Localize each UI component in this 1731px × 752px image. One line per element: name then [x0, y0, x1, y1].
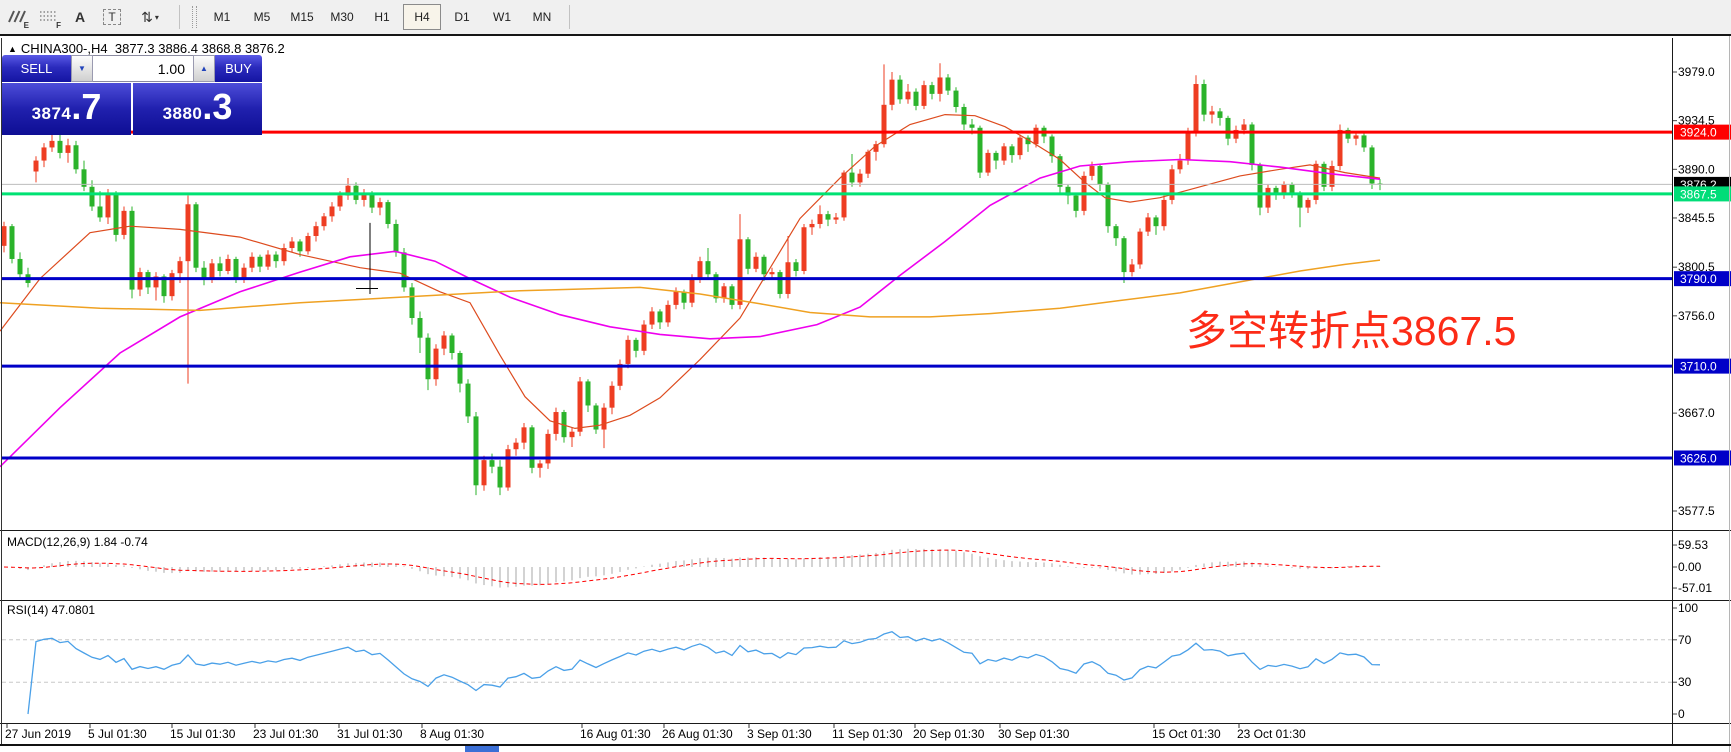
svg-text:3979.0: 3979.0 — [1678, 65, 1715, 79]
chart-title: ▲ CHINA300-,H4 3877.3 3886.4 3868.8 3876.… — [8, 41, 285, 56]
sell-price-main: 3874 — [31, 104, 72, 123]
time-axis-label: 23 Oct 01:30 — [1237, 727, 1306, 741]
svg-text:3800.5: 3800.5 — [1678, 260, 1715, 274]
svg-text:3626.0: 3626.0 — [1680, 451, 1717, 465]
ohlc-values: 3877.3 3886.4 3868.8 3876.2 — [114, 41, 285, 56]
time-axis-label: 30 Sep 01:30 — [998, 727, 1070, 741]
volume-increase-button[interactable]: ▲ — [193, 55, 215, 82]
rsi-line — [27, 630, 1381, 715]
buy-button[interactable]: BUY — [215, 55, 262, 82]
symbol-label: CHINA300-,H4 — [20, 41, 108, 56]
svg-text:70: 70 — [1678, 633, 1692, 647]
svg-text:3890.0: 3890.0 — [1678, 162, 1715, 176]
svg-text:3845.5: 3845.5 — [1678, 211, 1715, 225]
toolbar-separator — [569, 5, 570, 29]
timeframe-group: M1 M5 M15 M30 H1 H4 D1 W1 MN — [202, 4, 562, 30]
new-chart-icon[interactable]: E — [2, 4, 30, 30]
time-axis-label: 3 Sep 01:30 — [747, 727, 812, 741]
collapse-arrow-icon[interactable]: ▲ — [8, 44, 17, 54]
taskbar-sliver[interactable] — [465, 746, 499, 752]
buy-price-frac: .3 — [202, 86, 233, 127]
toolbar: E F A T ⇅ ▾ M1 M5 M15 M30 H1 H4 D1 W1 MN — [0, 0, 1731, 36]
time-axis-label: 16 Aug 01:30 — [580, 727, 651, 741]
svg-text:3924.0: 3924.0 — [1680, 126, 1717, 140]
time-axis-label: 15 Oct 01:30 — [1152, 727, 1221, 741]
timeframe-button-w1[interactable]: W1 — [493, 10, 511, 24]
buy-price-main: 3880 — [162, 104, 203, 123]
timeframe-button-h4[interactable]: H4 — [403, 4, 441, 30]
time-axis-label: 26 Aug 01:30 — [662, 727, 733, 741]
sell-price-display[interactable]: 3874.7 — [2, 83, 131, 135]
time-axis-label: 8 Aug 01:30 — [420, 727, 484, 741]
time-axis-label: 27 Jun 2019 — [5, 727, 71, 741]
rsi-label: RSI(14) 47.0801 — [7, 603, 96, 617]
svg-text:3577.5: 3577.5 — [1678, 504, 1715, 518]
text-label-icon[interactable]: T — [98, 4, 126, 30]
time-axis-label: 5 Jul 01:30 — [88, 727, 147, 741]
volume-input[interactable] — [93, 55, 193, 82]
ma-fast[interactable] — [0, 113, 1381, 430]
chevron-down-icon[interactable]: ▾ — [154, 12, 159, 22]
svg-text:0: 0 — [1678, 707, 1685, 721]
ma-mid[interactable] — [0, 158, 1381, 468]
toolbar-grip[interactable] — [192, 6, 197, 28]
toolbar-separator — [179, 5, 180, 29]
macd-signal-line — [3, 549, 1380, 585]
time-axis-label: 11 Sep 01:30 — [832, 727, 903, 741]
font-icon[interactable]: A — [74, 9, 86, 25]
timeframe-button-m15[interactable]: M15 — [290, 10, 314, 24]
svg-text:-57.01: -57.01 — [1678, 581, 1712, 595]
grid-icon[interactable]: F — [34, 4, 62, 30]
svg-text:3667.0: 3667.0 — [1678, 406, 1715, 420]
time-axis-label: 31 Jul 01:30 — [337, 727, 403, 741]
timeframe-button-h1[interactable]: H1 — [374, 10, 390, 24]
time-axis-label: 20 Sep 01:30 — [913, 727, 985, 741]
timeframe-button-mn[interactable]: MN — [532, 10, 552, 24]
icon-sub-f: F — [56, 21, 61, 30]
sell-price-frac: .7 — [71, 86, 102, 127]
icon-sub-e: E — [23, 21, 29, 30]
timeframe-button-m30[interactable]: M30 — [330, 10, 354, 24]
svg-text:0.00: 0.00 — [1678, 560, 1702, 574]
svg-text:59.53: 59.53 — [1678, 538, 1708, 552]
cursor-tools-icon[interactable]: ⇅ ▾ — [141, 8, 159, 25]
svg-text:3790.0: 3790.0 — [1680, 272, 1717, 286]
timeframe-button-m1[interactable]: M1 — [213, 10, 231, 24]
svg-text:100: 100 — [1678, 601, 1698, 615]
time-axis-label: 15 Jul 01:30 — [170, 727, 236, 741]
svg-text:3934.5: 3934.5 — [1678, 114, 1715, 128]
ma-slow[interactable] — [0, 259, 1381, 318]
svg-text:30: 30 — [1678, 675, 1692, 689]
volume-decrease-button[interactable]: ▼ — [71, 55, 93, 82]
svg-text:3756.0: 3756.0 — [1678, 309, 1715, 323]
timeframe-button-d1[interactable]: D1 — [454, 10, 470, 24]
timeframe-button-m5[interactable]: M5 — [253, 10, 271, 24]
svg-text:3710.0: 3710.0 — [1680, 360, 1717, 374]
time-axis-label: 23 Jul 01:30 — [253, 727, 319, 741]
sell-button[interactable]: SELL — [2, 55, 71, 82]
svg-text:3867.5: 3867.5 — [1680, 187, 1717, 201]
buy-price-display[interactable]: 3880.3 — [133, 83, 262, 135]
macd-label: MACD(12,26,9) 1.84 -0.74 — [7, 535, 148, 549]
order-panel: SELL ▼ ▲ BUY 3874.7 3880.3 — [2, 55, 262, 135]
pivot-annotation: 多空转折点3867.5 — [1186, 308, 1517, 354]
